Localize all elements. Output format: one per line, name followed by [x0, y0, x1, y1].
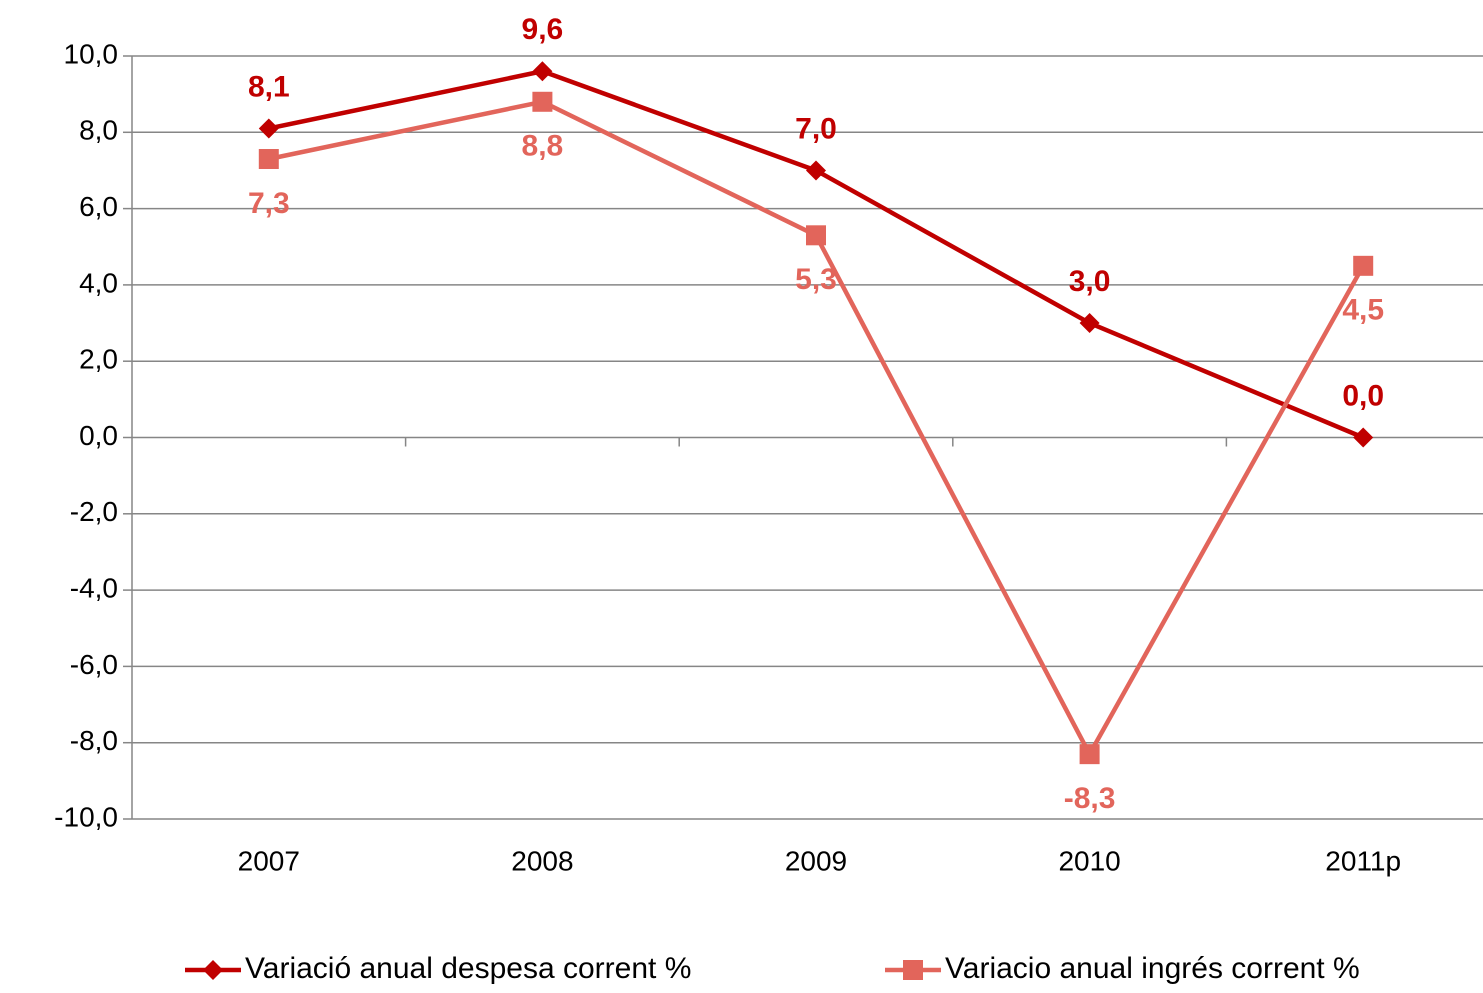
data-label: 7,3 — [248, 187, 290, 220]
data-label: 8,8 — [522, 130, 564, 163]
y-tick-label: 2,0 — [79, 344, 118, 375]
data-label: 5,3 — [795, 263, 837, 296]
data-label: 0,0 — [1342, 379, 1384, 412]
y-tick-label: -8,0 — [70, 725, 118, 756]
data-point — [806, 160, 826, 181]
data-point — [258, 118, 279, 139]
data-label: 4,5 — [1342, 294, 1384, 327]
data-label: 8,1 — [248, 70, 290, 103]
y-tick-label: -4,0 — [70, 572, 118, 603]
data-point — [1353, 427, 1374, 448]
data-point — [258, 149, 279, 170]
x-tick-label: 2010 — [1058, 845, 1120, 876]
y-tick-label: 10,0 — [64, 38, 119, 69]
y-tick-label: 4,0 — [79, 267, 118, 298]
data-label: 3,0 — [1069, 265, 1111, 298]
y-tick-label: -10,0 — [54, 801, 118, 832]
x-tick-label: 2008 — [511, 845, 573, 876]
data-point — [1079, 744, 1100, 765]
data-point — [1079, 313, 1100, 334]
y-tick-label: 8,0 — [79, 115, 118, 146]
x-tick-label: 2007 — [238, 845, 300, 876]
x-tick-label: 2009 — [785, 845, 847, 876]
legend-label: Variació anual despesa corrent % — [245, 952, 691, 985]
data-label: -8,3 — [1064, 782, 1116, 815]
legend-marker — [203, 960, 223, 980]
y-tick-label: -6,0 — [70, 649, 118, 680]
y-tick-label: -2,0 — [70, 496, 118, 527]
data-label: 9,6 — [522, 13, 564, 46]
data-point — [1353, 255, 1374, 276]
legend-label: Variacio anual ingrés corrent % — [945, 952, 1360, 985]
series-line — [268, 99, 1366, 757]
data-point — [806, 225, 826, 246]
x-tick-label: 2011p — [1325, 845, 1401, 876]
legend-marker — [903, 960, 923, 980]
data-label: 7,0 — [795, 112, 837, 145]
data-point — [532, 61, 553, 82]
data-point — [532, 91, 553, 112]
y-tick-label: 6,0 — [79, 191, 118, 222]
y-tick-label: 0,0 — [79, 420, 118, 451]
